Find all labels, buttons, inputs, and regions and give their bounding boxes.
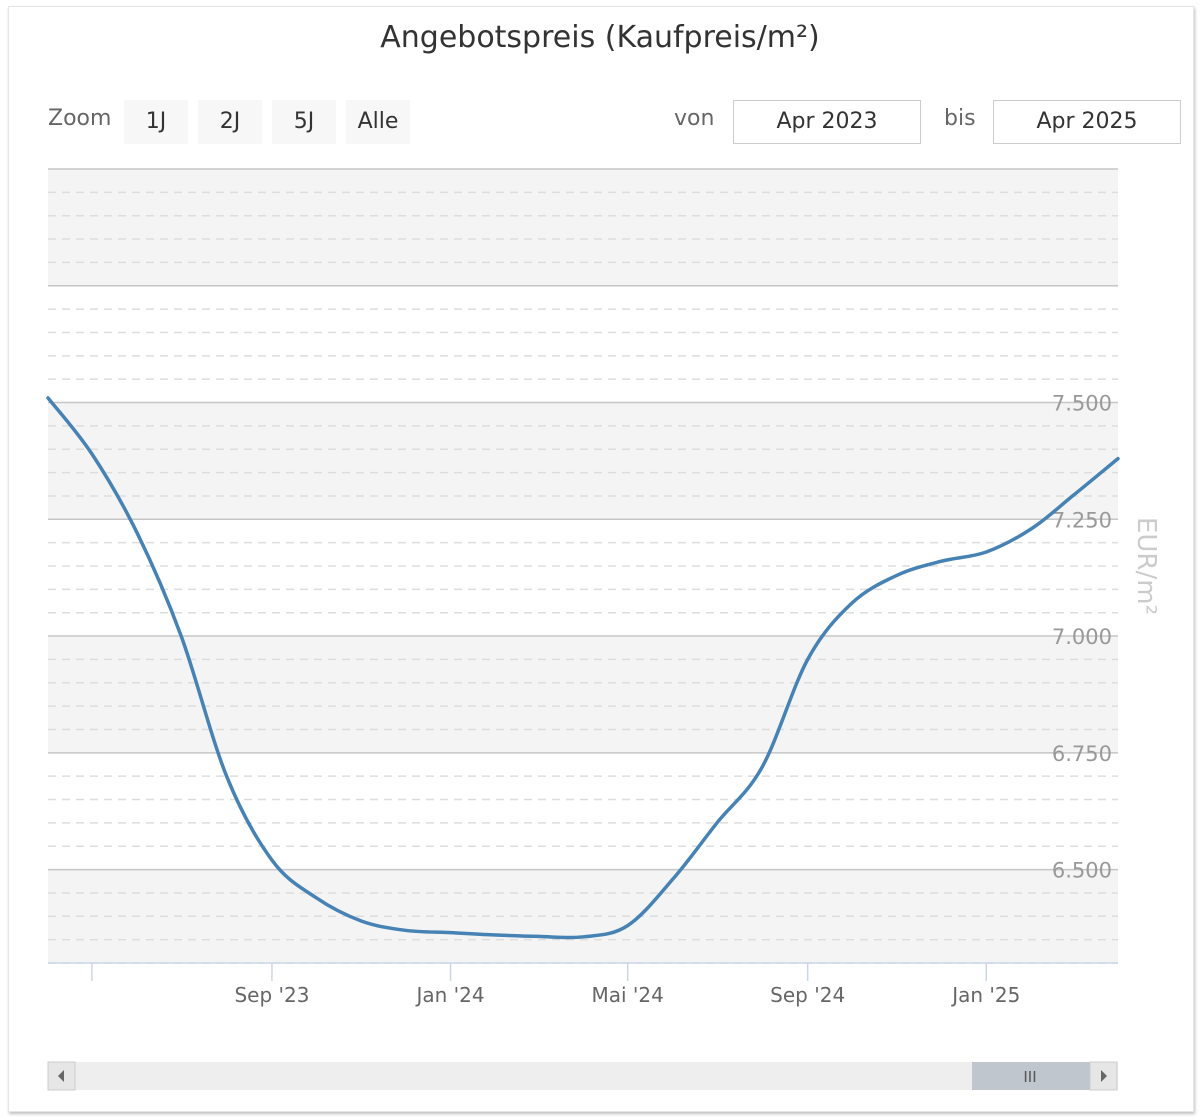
scrollbar-track[interactable] (48, 1062, 1118, 1090)
y-axis-tick-labels: 6.500 6.750 7.000 7.250 7.500 (1052, 392, 1112, 883)
x-tick-label: Jan '24 (414, 983, 484, 1007)
from-label: von (674, 106, 715, 131)
y-tick-label: 6.500 (1052, 859, 1112, 883)
scrollbar-thumb[interactable] (972, 1062, 1090, 1090)
x-tick-label: Mai '24 (591, 983, 663, 1007)
x-tick-label: Sep '24 (770, 983, 845, 1007)
y-tick-label: 7.500 (1052, 392, 1112, 416)
plot-band (48, 402, 1118, 520)
x-tick-label: Jan '25 (950, 983, 1020, 1007)
chart-title: Angebotspreis (Kaufpreis/m²) (380, 20, 820, 55)
plot-bands (48, 169, 1118, 963)
x-axis-ticks: Sep '23 Jan '24 Mai '24 Sep '24 Jan '25 (91, 963, 1020, 1007)
arrow-right-icon (1101, 1070, 1107, 1082)
to-label: bis (944, 106, 976, 131)
plot-band (48, 636, 1118, 753)
y-tick-label: 7.000 (1052, 625, 1112, 649)
zoom-1y-button[interactable]: 1J (124, 100, 188, 144)
zoom-2y-button[interactable]: 2J (198, 100, 262, 144)
y-tick-label: 7.250 (1052, 508, 1112, 532)
y-tick-label: 6.750 (1052, 742, 1112, 766)
series-line (46, 396, 1120, 940)
plot-band (48, 169, 1118, 286)
from-date-input[interactable]: Apr 2023 (733, 100, 921, 144)
navigator-scrollbar[interactable]: III (47, 1061, 1118, 1091)
scrollbar-grip-icon: III (1023, 1068, 1036, 1086)
arrow-left-icon (58, 1070, 64, 1082)
zoom-5y-button[interactable]: 5J (272, 100, 336, 144)
y-axis-label: EUR/m² (1131, 517, 1161, 615)
zoom-label: Zoom (48, 106, 112, 131)
major-gridlines (48, 168, 1118, 871)
x-tick-label: Sep '23 (234, 983, 309, 1007)
minor-gridlines (48, 191, 1118, 964)
to-date-input[interactable]: Apr 2025 (993, 100, 1181, 144)
zoom-all-button[interactable]: Alle (346, 100, 410, 144)
